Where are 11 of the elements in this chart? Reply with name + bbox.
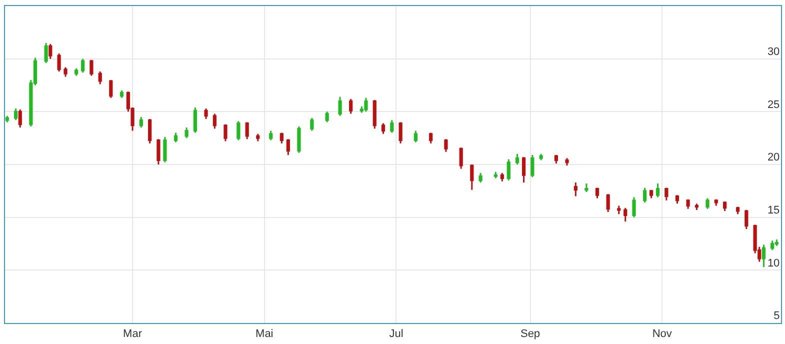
y-tick-label: 20 — [767, 152, 780, 164]
x-tick-label: Mar — [123, 328, 142, 340]
x-tick-label: Nov — [652, 328, 672, 340]
x-tick-label: Jul — [389, 328, 404, 340]
x-tick-label: Mai — [256, 328, 274, 340]
y-tick-label: 30 — [767, 46, 780, 58]
y-tick-label: 5 — [774, 310, 780, 322]
y-tick-label: 10 — [767, 257, 780, 270]
y-tick-label: 15 — [767, 204, 780, 216]
y-tick-label: 25 — [767, 98, 780, 111]
x-tick-label: Sep — [520, 328, 540, 340]
